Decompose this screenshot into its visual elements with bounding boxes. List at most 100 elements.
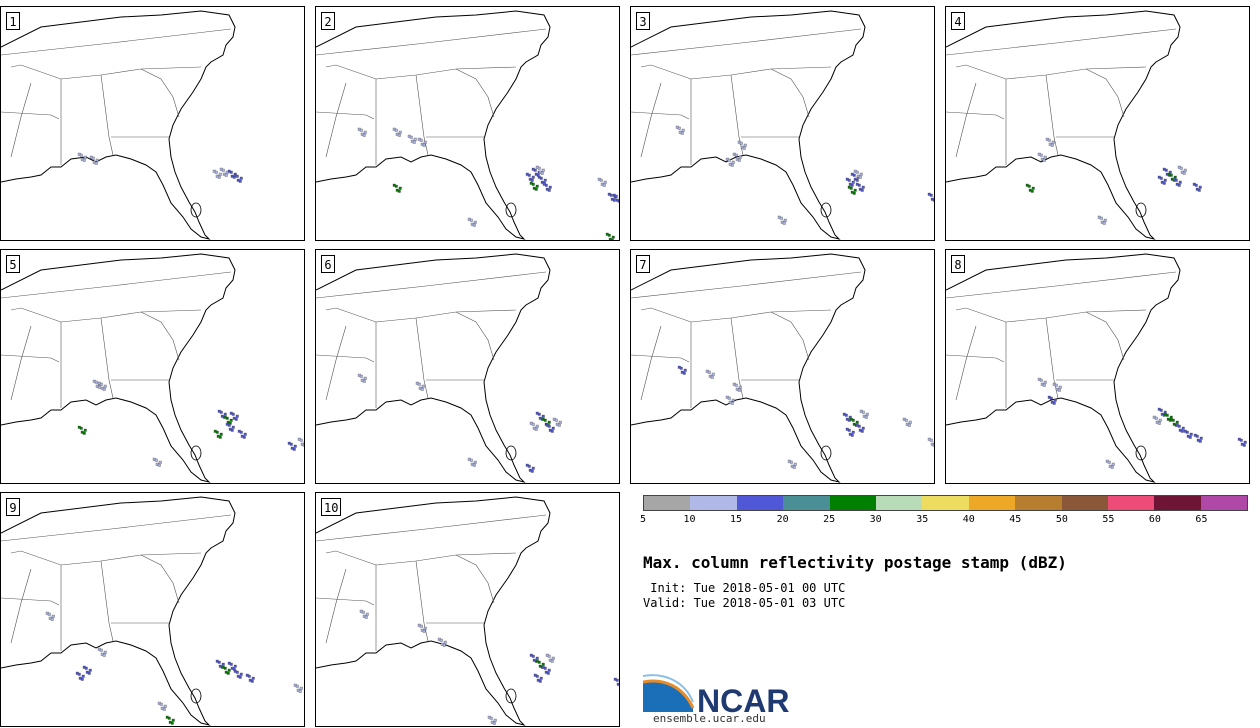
reflectivity-cell <box>421 384 425 388</box>
reflectivity-cell <box>792 465 796 469</box>
reflectivity-cell <box>469 458 473 462</box>
reflectivity-cell <box>154 458 158 462</box>
colorbar-ticks: 5 10 15 20 25 30 35 40 45 50 55 60 65 <box>640 514 1248 528</box>
website-url[interactable]: ensemble.ucar.edu <box>653 712 766 725</box>
reflectivity-cell <box>1197 188 1201 192</box>
reflectivity-cell <box>541 168 545 172</box>
reflectivity-cell <box>531 175 535 179</box>
state-boundary <box>455 554 495 604</box>
reflectivity-cell <box>1042 158 1046 162</box>
reflectivity-cell <box>295 684 299 688</box>
reflectivity-cell <box>779 216 783 220</box>
colorbar-segment <box>736 496 784 510</box>
reflectivity-cell <box>250 679 254 683</box>
panel-number: 6 <box>321 255 335 273</box>
reflectivity-cell <box>363 130 367 134</box>
reflectivity-cell <box>932 198 934 202</box>
state-boundary <box>455 68 495 118</box>
reflectivity-cell <box>615 678 619 682</box>
reflectivity-cell <box>83 155 87 159</box>
reflectivity-cell <box>551 426 555 430</box>
state-boundary <box>10 307 202 323</box>
reflectivity-cell <box>82 158 86 162</box>
reflectivity-cell <box>1053 398 1057 402</box>
reflectivity-cell <box>530 178 534 182</box>
reflectivity-cell <box>1047 138 1051 142</box>
panel-number: 2 <box>321 12 335 30</box>
map-canvas <box>946 10 1202 240</box>
coastline <box>1 10 236 240</box>
reflectivity-cell <box>861 185 865 189</box>
reflectivity-cell <box>1180 429 1184 433</box>
reflectivity-cell <box>849 186 853 190</box>
state-boundary <box>1 597 60 606</box>
lake-okeechobee <box>190 445 202 461</box>
ncar-logo-text: NCAR <box>697 683 789 716</box>
reflectivity-cell <box>50 617 54 621</box>
map-canvas <box>1 253 304 483</box>
reflectivity-cell <box>558 420 562 424</box>
reflectivity-cell <box>398 130 402 134</box>
reflectivity-cell <box>853 188 857 192</box>
reflectivity-cell <box>235 414 239 418</box>
reflectivity-cell <box>738 385 742 389</box>
reflectivity-cell <box>857 183 861 187</box>
reflectivity-cell <box>223 666 227 670</box>
reflectivity-cell <box>737 158 741 162</box>
reflectivity-cell <box>599 178 603 182</box>
reflectivity-cell <box>1162 181 1166 185</box>
reflectivity-cell <box>1165 413 1169 417</box>
reflectivity-cell <box>238 675 242 679</box>
reflectivity-cell <box>537 412 541 416</box>
state-boundary <box>455 311 495 361</box>
reflectivity-cell <box>95 158 99 162</box>
colorbar-tick-label: 25 <box>823 514 836 525</box>
reflectivity-cell <box>1107 460 1111 464</box>
coastline <box>316 10 551 240</box>
lake-okeechobee <box>1135 445 1147 461</box>
reflectivity-cell <box>103 384 107 388</box>
reflectivity-cell <box>235 670 239 674</box>
state-boundary <box>140 68 180 118</box>
state-boundary <box>100 560 114 642</box>
reflectivity-cell <box>609 193 613 197</box>
reflectivity-cell <box>1177 183 1181 187</box>
reflectivity-cell <box>1110 465 1114 469</box>
reflectivity-cell <box>527 173 531 177</box>
lake-okeechobee <box>505 445 517 461</box>
reflectivity-cell <box>742 146 746 150</box>
reflectivity-cell <box>227 423 231 427</box>
reflectivity-cell <box>489 716 493 720</box>
reflectivity-cell <box>731 398 735 402</box>
reflectivity-cell <box>739 141 743 145</box>
reflectivity-cell <box>1042 383 1046 387</box>
state-boundary <box>1085 311 1125 361</box>
state-boundary <box>415 317 429 399</box>
reflectivity-cell <box>219 410 223 414</box>
colorbar-segment <box>1154 496 1201 510</box>
map-canvas <box>1 496 303 726</box>
reflectivity-cell <box>217 175 221 179</box>
state-boundary <box>631 354 690 363</box>
reflectivity-cell <box>359 128 363 132</box>
reflectivity-cell <box>493 718 497 722</box>
reflectivity-cell <box>103 650 107 654</box>
coastline <box>316 496 551 726</box>
state-boundary <box>316 271 547 299</box>
reflectivity-cell <box>730 163 734 167</box>
reflectivity-cell <box>492 721 496 725</box>
reflectivity-cell <box>229 418 233 422</box>
colorbar-tick-label: 20 <box>776 514 789 525</box>
lake-okeechobee <box>190 688 202 704</box>
state-boundary <box>1 354 60 363</box>
reflectivity-cell <box>540 171 544 175</box>
colorbar-tick-label: 10 <box>683 514 696 525</box>
state-boundary <box>325 307 517 323</box>
state-boundary <box>1085 68 1125 118</box>
reflectivity-cell <box>727 158 731 162</box>
state-boundary <box>640 64 832 80</box>
reflectivity-cell <box>167 716 171 720</box>
reflectivity-cell <box>547 420 551 424</box>
reflectivity-cell <box>219 432 223 436</box>
stamp-panel-10: 10 <box>315 492 620 727</box>
